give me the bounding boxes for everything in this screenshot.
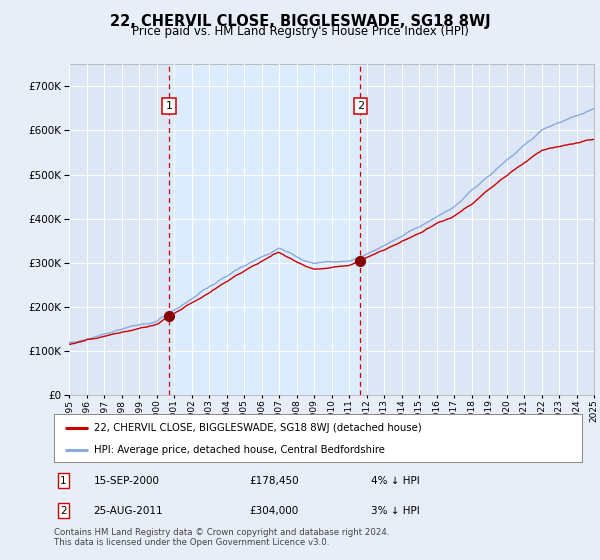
- Text: £304,000: £304,000: [250, 506, 299, 516]
- Text: Price paid vs. HM Land Registry's House Price Index (HPI): Price paid vs. HM Land Registry's House …: [131, 25, 469, 38]
- Text: 1: 1: [60, 475, 67, 486]
- Text: 25-AUG-2011: 25-AUG-2011: [94, 506, 163, 516]
- Text: HPI: Average price, detached house, Central Bedfordshire: HPI: Average price, detached house, Cent…: [94, 445, 385, 455]
- Text: 4% ↓ HPI: 4% ↓ HPI: [371, 475, 419, 486]
- Text: 3% ↓ HPI: 3% ↓ HPI: [371, 506, 419, 516]
- Text: 15-SEP-2000: 15-SEP-2000: [94, 475, 160, 486]
- Bar: [169, 64, 361, 395]
- Text: £178,450: £178,450: [250, 475, 299, 486]
- Text: 2: 2: [357, 101, 364, 111]
- Text: 1: 1: [166, 101, 172, 111]
- Text: Contains HM Land Registry data © Crown copyright and database right 2024.
This d: Contains HM Land Registry data © Crown c…: [54, 528, 389, 547]
- Text: 22, CHERVIL CLOSE, BIGGLESWADE, SG18 8WJ: 22, CHERVIL CLOSE, BIGGLESWADE, SG18 8WJ: [110, 14, 490, 29]
- Text: 2: 2: [60, 506, 67, 516]
- Text: 22, CHERVIL CLOSE, BIGGLESWADE, SG18 8WJ (detached house): 22, CHERVIL CLOSE, BIGGLESWADE, SG18 8WJ…: [94, 423, 421, 433]
